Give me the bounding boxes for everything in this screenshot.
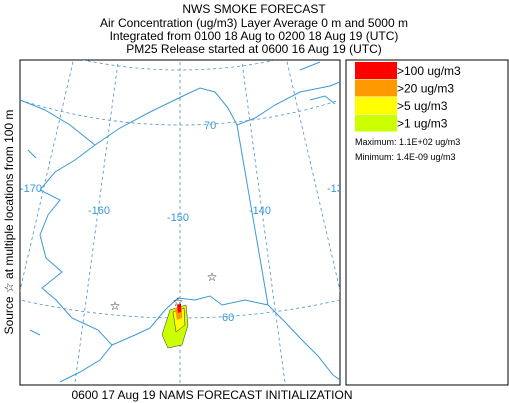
legend-label: >20 ug/m3 <box>397 82 454 96</box>
side-label: Source ☆ at multiple locations from 100 … <box>2 110 16 335</box>
legend-label: >1 ug/m3 <box>397 117 448 131</box>
legend-swatch <box>355 97 397 114</box>
latitude-label: 70 <box>204 120 216 132</box>
legend-swatch <box>355 79 397 97</box>
longitude-label: -140 <box>249 205 271 217</box>
svg-text:☆: ☆ <box>173 295 184 309</box>
coastline <box>27 61 336 336</box>
svg-text:☆: ☆ <box>110 299 121 313</box>
legend-frame <box>345 59 509 386</box>
subtitle: PM25 Release started at 0600 16 Aug 19 (… <box>126 42 381 56</box>
smoke-plume <box>161 304 189 349</box>
footer: 0600 17 Aug 19 NAMS FORECAST INITIALIZAT… <box>72 388 353 402</box>
legend-label: >5 ug/m3 <box>397 99 448 113</box>
title: NWS SMOKE FORECAST <box>182 2 326 16</box>
latitude-label: 60 <box>222 312 234 324</box>
subtitle: Integrated from 0100 18 Aug to 0200 18 A… <box>110 29 399 43</box>
minimum: Minimum: 1.4E-09 ug/m3 <box>355 152 456 162</box>
longitude-label: -150 <box>167 212 189 224</box>
source-markers: ☆ ☆ ☆ <box>110 270 218 313</box>
longitude-label: -170 <box>20 183 42 195</box>
longitude-label: -130 <box>327 183 349 195</box>
maximum: Maximum: 1.1E+02 ug/m3 <box>355 137 460 147</box>
legend: >100 ug/m3 >20 ug/m3 >5 ug/m3 >1 ug/m3 <box>345 59 509 386</box>
subtitle: Air Concentration (ug/m3) Layer Average … <box>100 16 408 30</box>
legend-swatch <box>355 114 397 132</box>
longitude-label: -160 <box>88 205 110 217</box>
coastline <box>20 81 340 383</box>
legend-label: >100 ug/m3 <box>397 64 461 78</box>
svg-text:☆: ☆ <box>207 270 218 284</box>
legend-swatch <box>355 62 397 79</box>
